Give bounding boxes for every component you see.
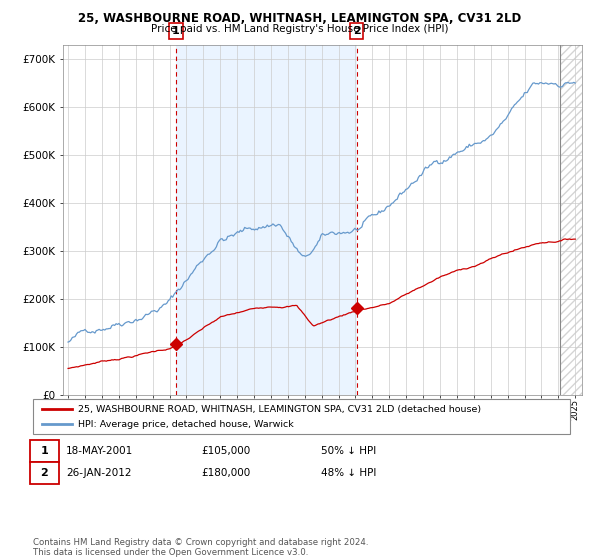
Text: 50% ↓ HPI: 50% ↓ HPI — [321, 446, 376, 456]
Text: Contains HM Land Registry data © Crown copyright and database right 2024.
This d: Contains HM Land Registry data © Crown c… — [33, 538, 368, 557]
Text: Price paid vs. HM Land Registry's House Price Index (HPI): Price paid vs. HM Land Registry's House … — [151, 24, 449, 34]
Text: 25, WASHBOURNE ROAD, WHITNASH, LEAMINGTON SPA, CV31 2LD: 25, WASHBOURNE ROAD, WHITNASH, LEAMINGTO… — [79, 12, 521, 25]
Text: 1: 1 — [41, 446, 48, 456]
Bar — [560, 45, 582, 395]
Text: 2: 2 — [41, 468, 48, 478]
Text: 1: 1 — [172, 26, 180, 36]
Text: 18-MAY-2001: 18-MAY-2001 — [66, 446, 133, 456]
Text: 2: 2 — [353, 26, 361, 36]
Text: £105,000: £105,000 — [201, 446, 250, 456]
Text: £180,000: £180,000 — [201, 468, 250, 478]
Text: HPI: Average price, detached house, Warwick: HPI: Average price, detached house, Warw… — [78, 420, 294, 429]
Text: 26-JAN-2012: 26-JAN-2012 — [66, 468, 131, 478]
Text: 25, WASHBOURNE ROAD, WHITNASH, LEAMINGTON SPA, CV31 2LD (detached house): 25, WASHBOURNE ROAD, WHITNASH, LEAMINGTO… — [78, 404, 481, 413]
Bar — [176, 45, 356, 395]
Bar — [560, 45, 582, 395]
Text: 48% ↓ HPI: 48% ↓ HPI — [321, 468, 376, 478]
